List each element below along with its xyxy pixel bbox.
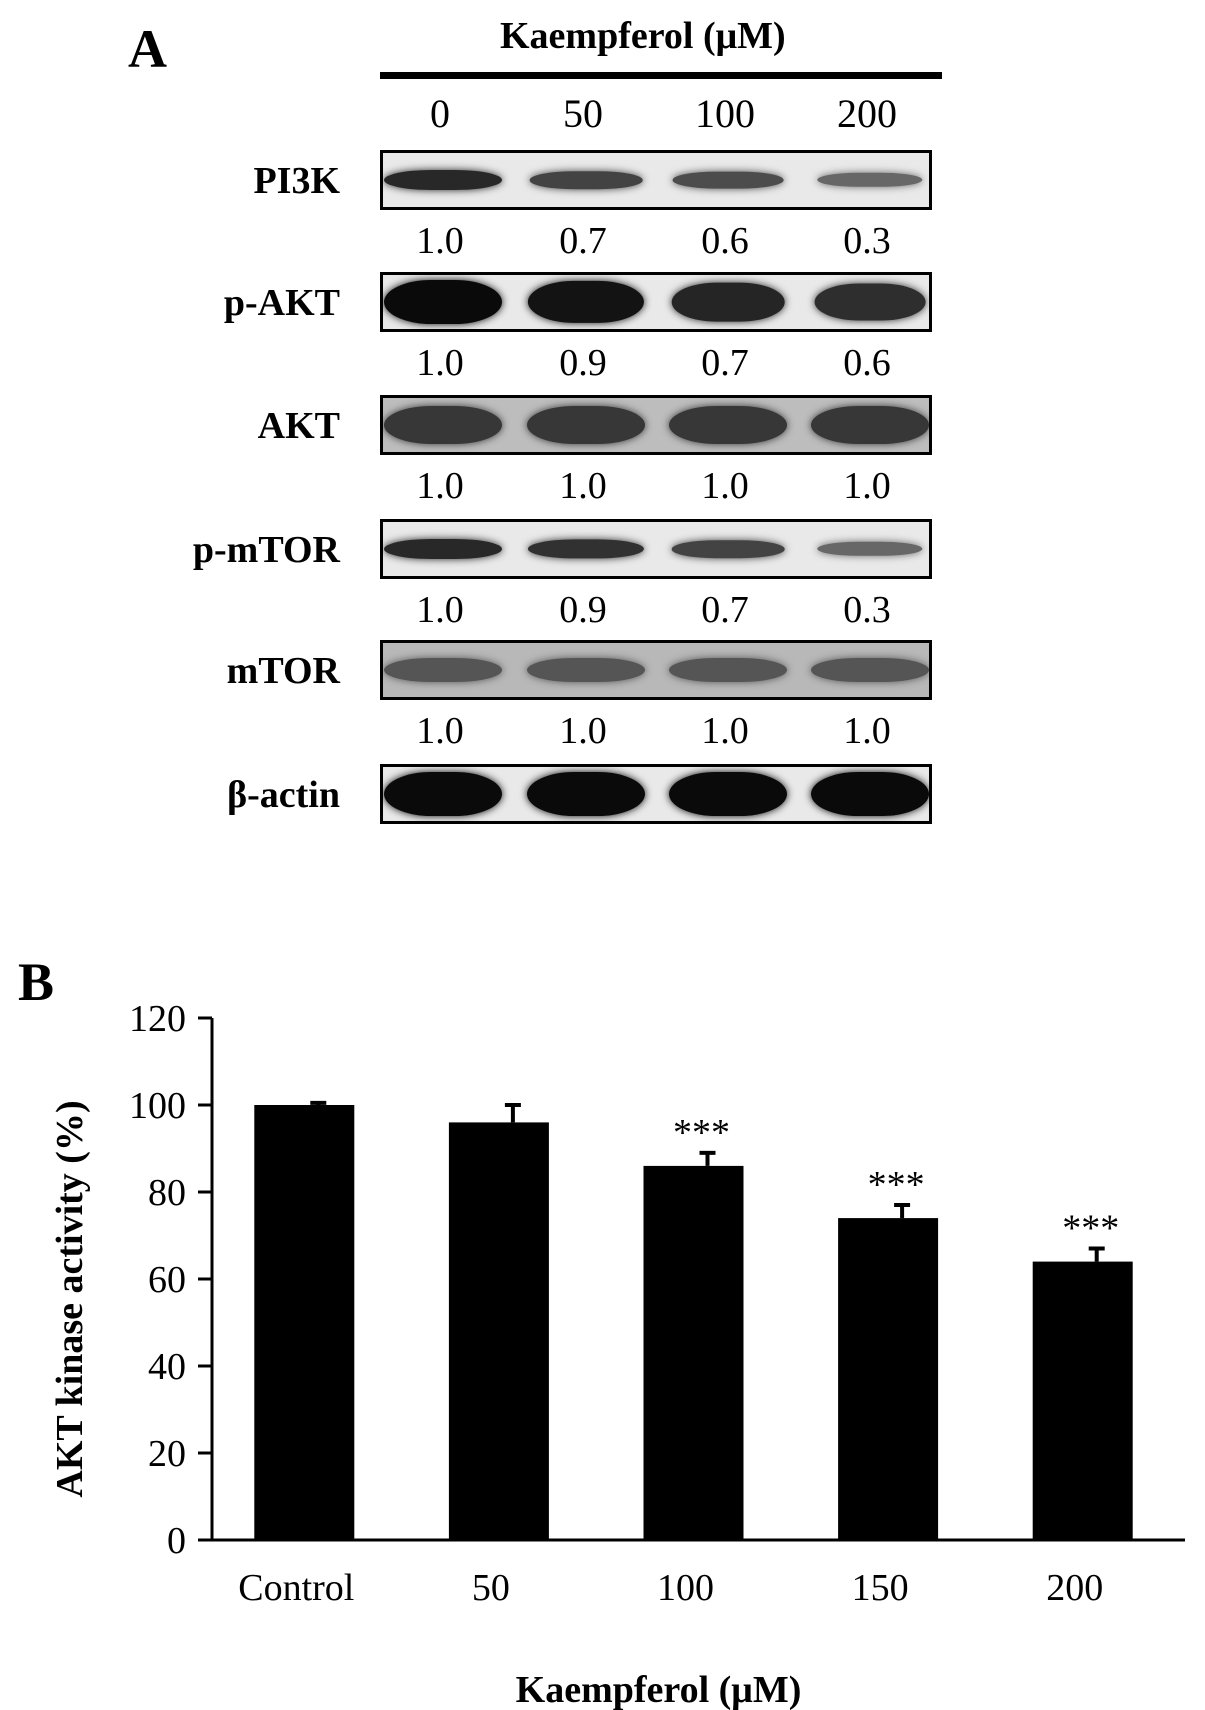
protein-label: p-AKT	[223, 282, 340, 324]
blot-strip	[380, 150, 932, 210]
x-axis-title: Kaempferol (μM)	[516, 1669, 802, 1710]
blot-band	[817, 541, 923, 557]
protein-label: p-mTOR	[192, 529, 340, 571]
lane-label: 100	[695, 91, 755, 136]
band-ratio-label: 0.3	[843, 220, 891, 262]
blot-band	[671, 540, 785, 558]
blot-band	[384, 406, 502, 444]
lane-label: 50	[563, 91, 603, 136]
lane-label: 200	[837, 91, 897, 136]
blot-treatment-header: Kaempferol (μM)	[500, 15, 786, 57]
x-tick-label: Control	[238, 1567, 354, 1609]
blot-band	[527, 406, 645, 444]
band-ratio-label: 1.0	[701, 465, 749, 507]
band-ratio-label: 1.0	[416, 465, 464, 507]
blot-band	[527, 658, 645, 682]
y-tick-label: 100	[129, 1085, 186, 1127]
y-tick-label: 60	[148, 1259, 186, 1301]
y-tick-label: 80	[148, 1172, 186, 1214]
blot-band	[529, 171, 643, 189]
y-tick-label: 40	[148, 1346, 186, 1388]
band-ratio-label: 0.9	[559, 342, 607, 384]
blot-band	[384, 658, 502, 682]
blot-strip	[380, 395, 932, 455]
blot-header-rule	[380, 72, 942, 79]
panel-a-label: A	[128, 19, 167, 79]
blot-band	[817, 172, 923, 188]
band-ratio-label: 0.6	[701, 220, 749, 262]
band-ratio-label: 0.7	[701, 589, 749, 631]
blot-band	[669, 658, 787, 682]
band-ratio-label: 0.3	[843, 589, 891, 631]
blot-strip	[380, 640, 932, 700]
blot-band	[384, 170, 502, 190]
blot-strip	[380, 519, 932, 579]
band-ratio-label: 0.7	[701, 342, 749, 384]
blot-band	[811, 658, 929, 682]
band-ratio-label: 1.0	[416, 342, 464, 384]
bar	[643, 1165, 744, 1540]
panel-b-label: B	[18, 952, 55, 1012]
x-tick-label: 100	[657, 1567, 714, 1609]
band-ratio-label: 0.7	[559, 220, 607, 262]
blot-strip	[380, 272, 932, 332]
protein-label: β-actin	[227, 774, 340, 816]
x-tick-label: 150	[852, 1567, 909, 1609]
bar	[1032, 1261, 1133, 1540]
blot-band	[527, 772, 645, 816]
blot-band	[384, 539, 502, 559]
bar	[448, 1122, 549, 1540]
protein-label: AKT	[257, 405, 340, 447]
band-ratio-label: 1.0	[416, 589, 464, 631]
blot-band	[814, 283, 926, 321]
x-tick-label: 200	[1046, 1567, 1103, 1609]
blot-band	[672, 171, 784, 189]
significance-marker: ***	[673, 1112, 730, 1154]
blot-band	[384, 772, 502, 816]
bar	[254, 1105, 355, 1540]
y-tick-label: 120	[129, 998, 186, 1040]
blot-band	[384, 280, 502, 324]
blot-band	[671, 282, 785, 322]
blot-band	[527, 280, 645, 324]
blot-band	[811, 406, 929, 444]
y-tick-label: 0	[167, 1520, 186, 1562]
x-tick-label: 50	[472, 1567, 510, 1609]
protein-label: mTOR	[226, 650, 340, 692]
band-ratio-label: 1.0	[416, 220, 464, 262]
band-ratio-label: 1.0	[559, 710, 607, 752]
blot-band	[669, 772, 787, 816]
bar	[838, 1218, 939, 1540]
y-tick-label: 20	[148, 1433, 186, 1475]
band-ratio-label: 1.0	[701, 710, 749, 752]
blot-band	[811, 772, 929, 816]
protein-label: PI3K	[253, 160, 340, 202]
band-ratio-label: 1.0	[843, 465, 891, 507]
band-ratio-label: 0.6	[843, 342, 891, 384]
akt-kinase-bar-chart: 0 20 40 60 80 100 120 Control 50 *** 100 *** 150 *** 2…	[49, 998, 1185, 1710]
significance-marker: ***	[1062, 1208, 1119, 1250]
blot-strip	[380, 764, 932, 824]
lane-label: 0	[430, 91, 450, 136]
band-ratio-label: 0.9	[559, 589, 607, 631]
band-ratio-label: 1.0	[559, 465, 607, 507]
blot-band	[669, 406, 787, 444]
blot-band	[527, 539, 645, 559]
band-ratio-label: 1.0	[843, 710, 891, 752]
y-axis-title: AKT kinase activity (%)	[49, 1100, 91, 1497]
band-ratio-label: 1.0	[416, 710, 464, 752]
significance-marker: ***	[868, 1164, 925, 1206]
